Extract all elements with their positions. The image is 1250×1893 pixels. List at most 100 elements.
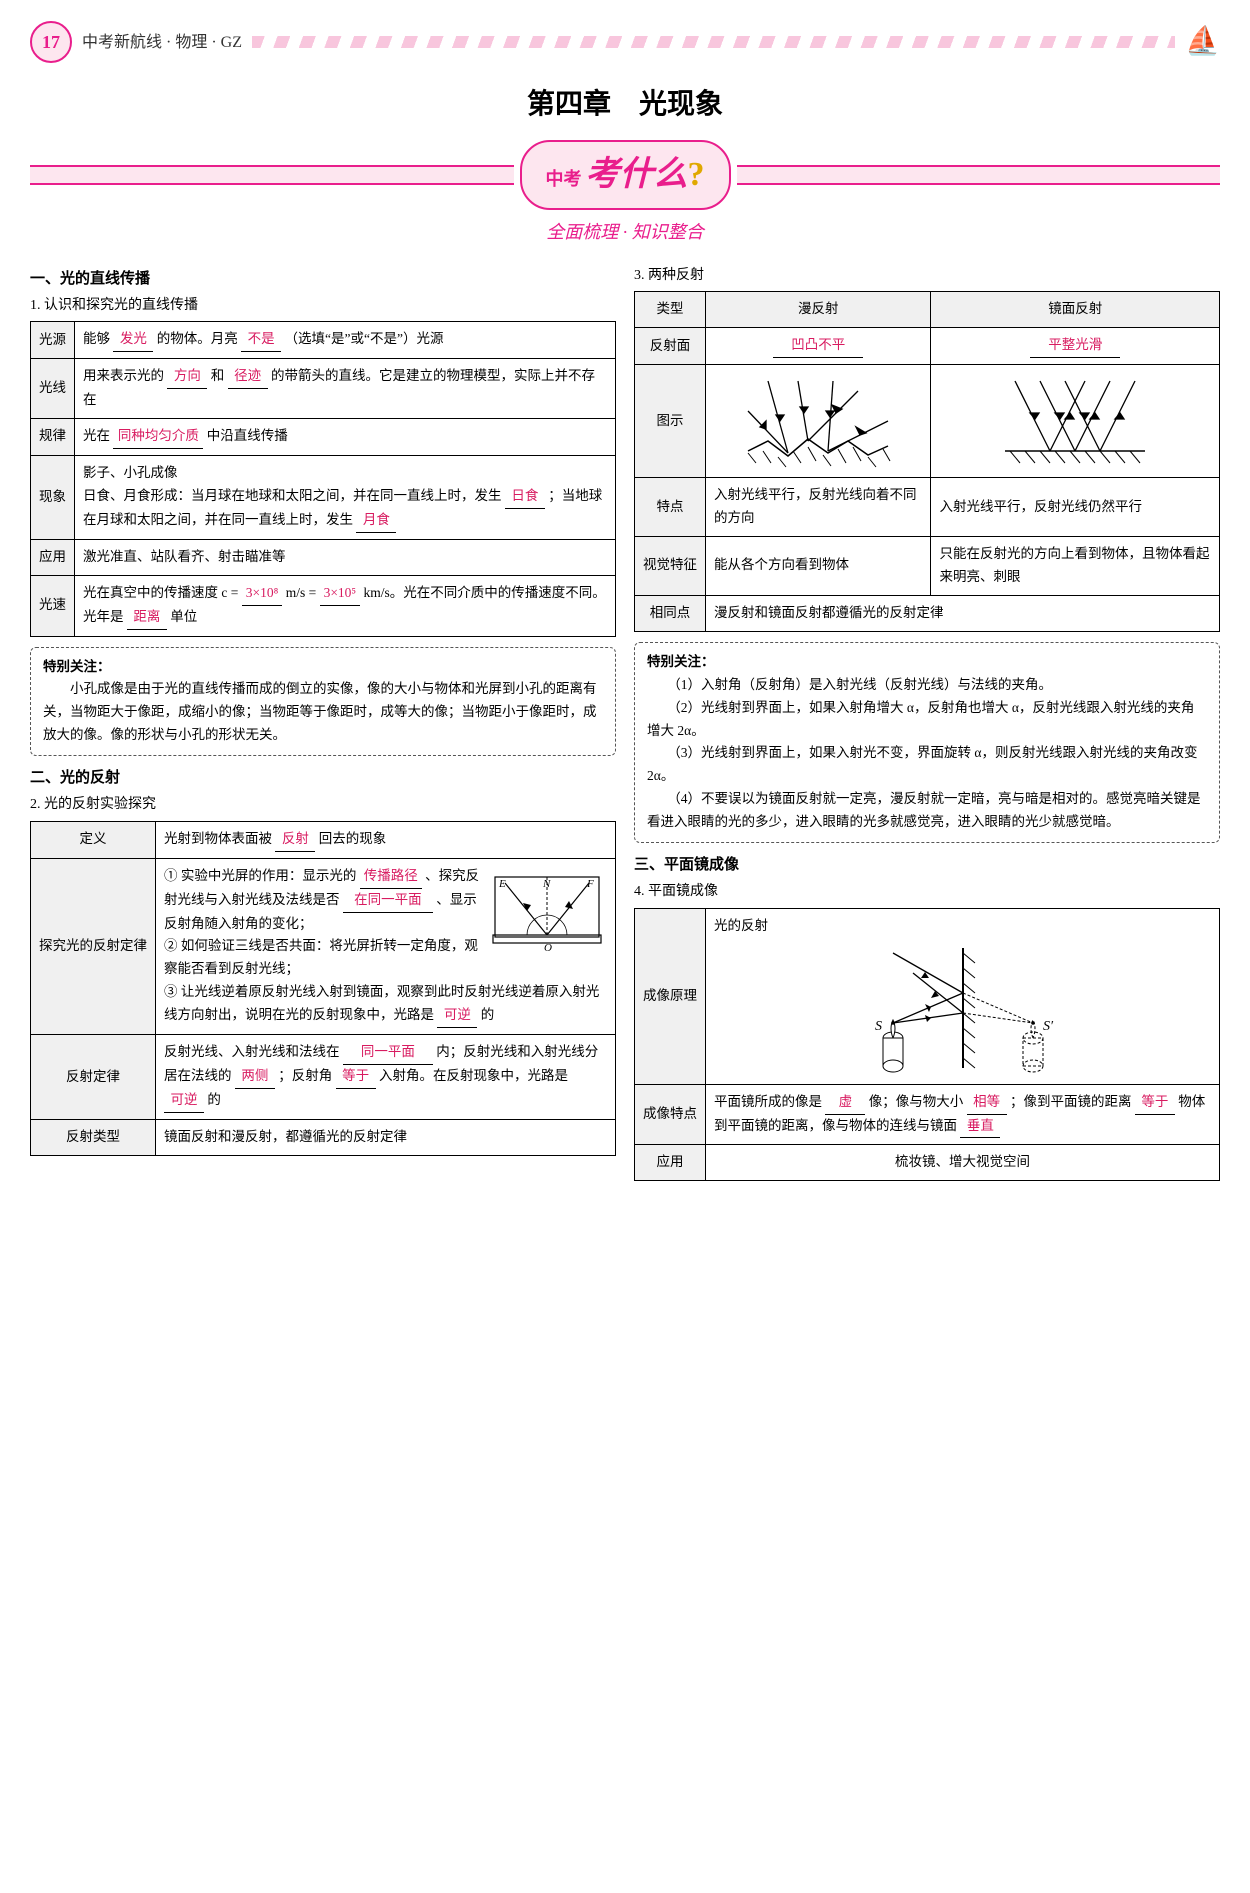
note-box-reflection: 特别关注： （1）入射角（反射角）是入射光线（反射光线）与法线的夹角。 （2）光… xyxy=(634,642,1220,844)
row-label: 现象 xyxy=(31,455,75,539)
banner-main: 考什么 xyxy=(586,148,688,202)
sec2-sub: 2. 光的反射实验探究 xyxy=(30,794,616,816)
row-label: 应用 xyxy=(635,1145,706,1181)
table-row: 光线 用来表示光的 方向 和 径迹 的带箭头的直线。它是建立的物理模型，实际上并… xyxy=(31,359,616,419)
row-label: 光速 xyxy=(31,575,75,636)
page-number: 17 xyxy=(30,21,72,63)
row-content: 光的反射 xyxy=(706,908,1220,1084)
table-row: 反射类型 镜面反射和漫反射，都遵循光的反射定律 xyxy=(31,1120,616,1156)
blank: 在同一平面 xyxy=(343,889,433,913)
note-body: （1）入射角（反射角）是入射光线（反射光线）与法线的夹角。 xyxy=(647,674,1207,697)
sec1-sub: 1. 认识和探究光的直线传播 xyxy=(30,295,616,317)
table-row: 规律 光在 同种均匀介质 中沿直线传播 xyxy=(31,418,616,455)
table-light-propagation: 光源 能够 发光 的物体。月亮 不是 （选填“是”或“不是”）光源 光线 用来表… xyxy=(30,321,616,636)
table-row: 成像原理 光的反射 xyxy=(635,908,1220,1084)
row-content: E N F O ① 实验中光屏的作用：显示光的 传播路径 、探究反射光线与入射光… xyxy=(156,858,616,1035)
note-body: （4）不要误以为镜面反射就一定亮，漫反射就一定暗，亮与暗是相对的。感觉亮暗关键是… xyxy=(647,788,1207,834)
chapter-title: 第四章 光现象 xyxy=(30,83,1220,128)
svg-text:S′: S′ xyxy=(1043,1019,1054,1034)
row-content: 光在真空中的传播速度 c = 3×10⁸ m/s = 3×10⁵ km/s。光在… xyxy=(75,575,616,636)
page-header: 17 中考新航线 · 物理 · GZ ⛵ xyxy=(30,20,1220,65)
row-content: 光射到物体表面被 反射 回去的现象 xyxy=(156,821,616,858)
table-row: 视觉特征 能从各个方向看到物体 只能在反射光的方向上看到物体，且物体看起来明亮、… xyxy=(635,536,1220,595)
row-content: 平面镜所成的像是 虚 像；像与物大小 相等 ；像到平面镜的距离 等于 物体到平面… xyxy=(706,1084,1220,1145)
row-content: 光在 同种均匀介质 中沿直线传播 xyxy=(75,418,616,455)
row-content: 影子、小孔成像 日食、月食形成：当月球在地球和太阳之间，并在同一直线上时，发生 … xyxy=(75,455,616,539)
row-label: 图示 xyxy=(635,365,706,478)
blank: 同种均匀介质 xyxy=(113,425,203,449)
row-label: 反射面 xyxy=(635,328,706,365)
sec2-heading: 二、光的反射 xyxy=(30,766,616,790)
row-content: 入射光线平行，反射光线仍然平行 xyxy=(931,478,1220,537)
table-plane-mirror: 成像原理 光的反射 xyxy=(634,908,1220,1182)
note-title: 特别关注： xyxy=(43,656,603,679)
row-label: 特点 xyxy=(635,478,706,537)
svg-text:S: S xyxy=(875,1019,882,1034)
table-row: 相同点 漫反射和镜面反射都遵循光的反射定律 xyxy=(635,595,1220,631)
row-label: 视觉特征 xyxy=(635,536,706,595)
plane-mirror-diagram: S S′ xyxy=(833,938,1093,1078)
table-row: 特点 入射光线平行，反射光线向着不同的方向 入射光线平行，反射光线仍然平行 xyxy=(635,478,1220,537)
right-column: 3. 两种反射 类型 漫反射 镜面反射 反射面 凹凸不平 平整光滑 图示 xyxy=(634,261,1220,1192)
table-row: 现象 影子、小孔成像 日食、月食形成：当月球在地球和太阳之间，并在同一直线上时，… xyxy=(31,455,616,539)
row-content: 能从各个方向看到物体 xyxy=(706,536,931,595)
note-body: （3）光线射到界面上，如果入射光不变，界面旋转 α，则反射光线跟入射光线的夹角改… xyxy=(647,742,1207,788)
banner-question-mark: ? xyxy=(688,148,705,202)
row-content: 镜面反射和漫反射，都遵循光的反射定律 xyxy=(156,1120,616,1156)
row-label: 探究光的反射定律 xyxy=(31,858,156,1035)
blank: 两侧 xyxy=(235,1065,275,1089)
blank: 虚 xyxy=(825,1091,865,1115)
row-content: 反射光线、入射光线和法线在 同一平面 内；反射光线和入射光线分居在法线的 两侧 … xyxy=(156,1035,616,1120)
table-row: 反射定律 反射光线、入射光线和法线在 同一平面 内；反射光线和入射光线分居在法线… xyxy=(31,1035,616,1120)
row-label: 相同点 xyxy=(635,595,706,631)
row-content: 凹凸不平 xyxy=(706,328,931,365)
blank: 方向 xyxy=(167,365,207,389)
row-label: 成像特点 xyxy=(635,1084,706,1145)
blank: 月食 xyxy=(356,509,396,533)
row-label: 光线 xyxy=(31,359,75,419)
table-row: 应用 激光准直、站队看齐、射击瞄准等 xyxy=(31,539,616,575)
diffuse-reflection-diagram xyxy=(706,365,931,478)
table-row: 探究光的反射定律 E N F xyxy=(31,858,616,1035)
reflection-experiment-diagram: E N F O xyxy=(487,869,607,954)
col-header: 镜面反射 xyxy=(931,292,1220,328)
row-content: 入射光线平行，反射光线向着不同的方向 xyxy=(706,478,931,537)
row-label: 成像原理 xyxy=(635,908,706,1084)
blank: 可逆 xyxy=(437,1004,477,1028)
row-label: 反射定律 xyxy=(31,1035,156,1120)
row-content: 用来表示光的 方向 和 径迹 的带箭头的直线。它是建立的物理模型，实际上并不存在 xyxy=(75,359,616,419)
specular-reflection-diagram xyxy=(931,365,1220,478)
svg-text:F: F xyxy=(586,878,594,890)
subtitle-row: 全面梳理 · 知识整合 xyxy=(30,218,1220,247)
col-header: 漫反射 xyxy=(706,292,931,328)
banner-pre: 中考 xyxy=(546,165,582,194)
blank: 等于 xyxy=(1135,1091,1175,1115)
banner-bar-left xyxy=(30,165,514,185)
blank: 等于 xyxy=(336,1065,376,1089)
svg-text:N: N xyxy=(542,878,551,890)
table-row: 成像特点 平面镜所成的像是 虚 像；像与物大小 相等 ；像到平面镜的距离 等于 … xyxy=(635,1084,1220,1145)
blank: 3×10⁵ xyxy=(320,582,361,606)
blank: 同一平面 xyxy=(343,1041,433,1065)
sec4-heading: 三、平面镜成像 xyxy=(634,853,1220,877)
sec3-sub: 3. 两种反射 xyxy=(634,265,1220,287)
svg-text:E: E xyxy=(498,878,506,890)
table-row: 定义 光射到物体表面被 反射 回去的现象 xyxy=(31,821,616,858)
banner-bar-right xyxy=(737,165,1221,185)
table-row: 光源 能够 发光 的物体。月亮 不是 （选填“是”或“不是”）光源 xyxy=(31,322,616,359)
main-columns: 一、光的直线传播 1. 认识和探究光的直线传播 光源 能够 发光 的物体。月亮 … xyxy=(30,261,1220,1192)
blank: 发光 xyxy=(113,328,153,352)
blank: 3×10⁸ xyxy=(242,582,283,606)
blank: 垂直 xyxy=(960,1115,1000,1139)
section-banner: 中考 考什么 ? xyxy=(30,140,1220,210)
note-body: 小孔成像是由于光的直线传播而成的倒立的实像，像的大小与物体和光屏到小孔的距离有关… xyxy=(43,678,603,747)
svg-text:O: O xyxy=(544,942,552,954)
table-row: 图示 xyxy=(635,365,1220,478)
sec4-sub: 4. 平面镜成像 xyxy=(634,881,1220,903)
table-row: 反射面 凹凸不平 平整光滑 xyxy=(635,328,1220,365)
row-content: 只能在反射光的方向上看到物体，且物体看起来明亮、刺眼 xyxy=(931,536,1220,595)
row-content: 漫反射和镜面反射都遵循光的反射定律 xyxy=(706,595,1220,631)
table-reflection: 定义 光射到物体表面被 反射 回去的现象 探究光的反射定律 xyxy=(30,821,616,1156)
blank: 传播路径 xyxy=(360,865,422,889)
table-row: 光速 光在真空中的传播速度 c = 3×10⁸ m/s = 3×10⁵ km/s… xyxy=(31,575,616,636)
